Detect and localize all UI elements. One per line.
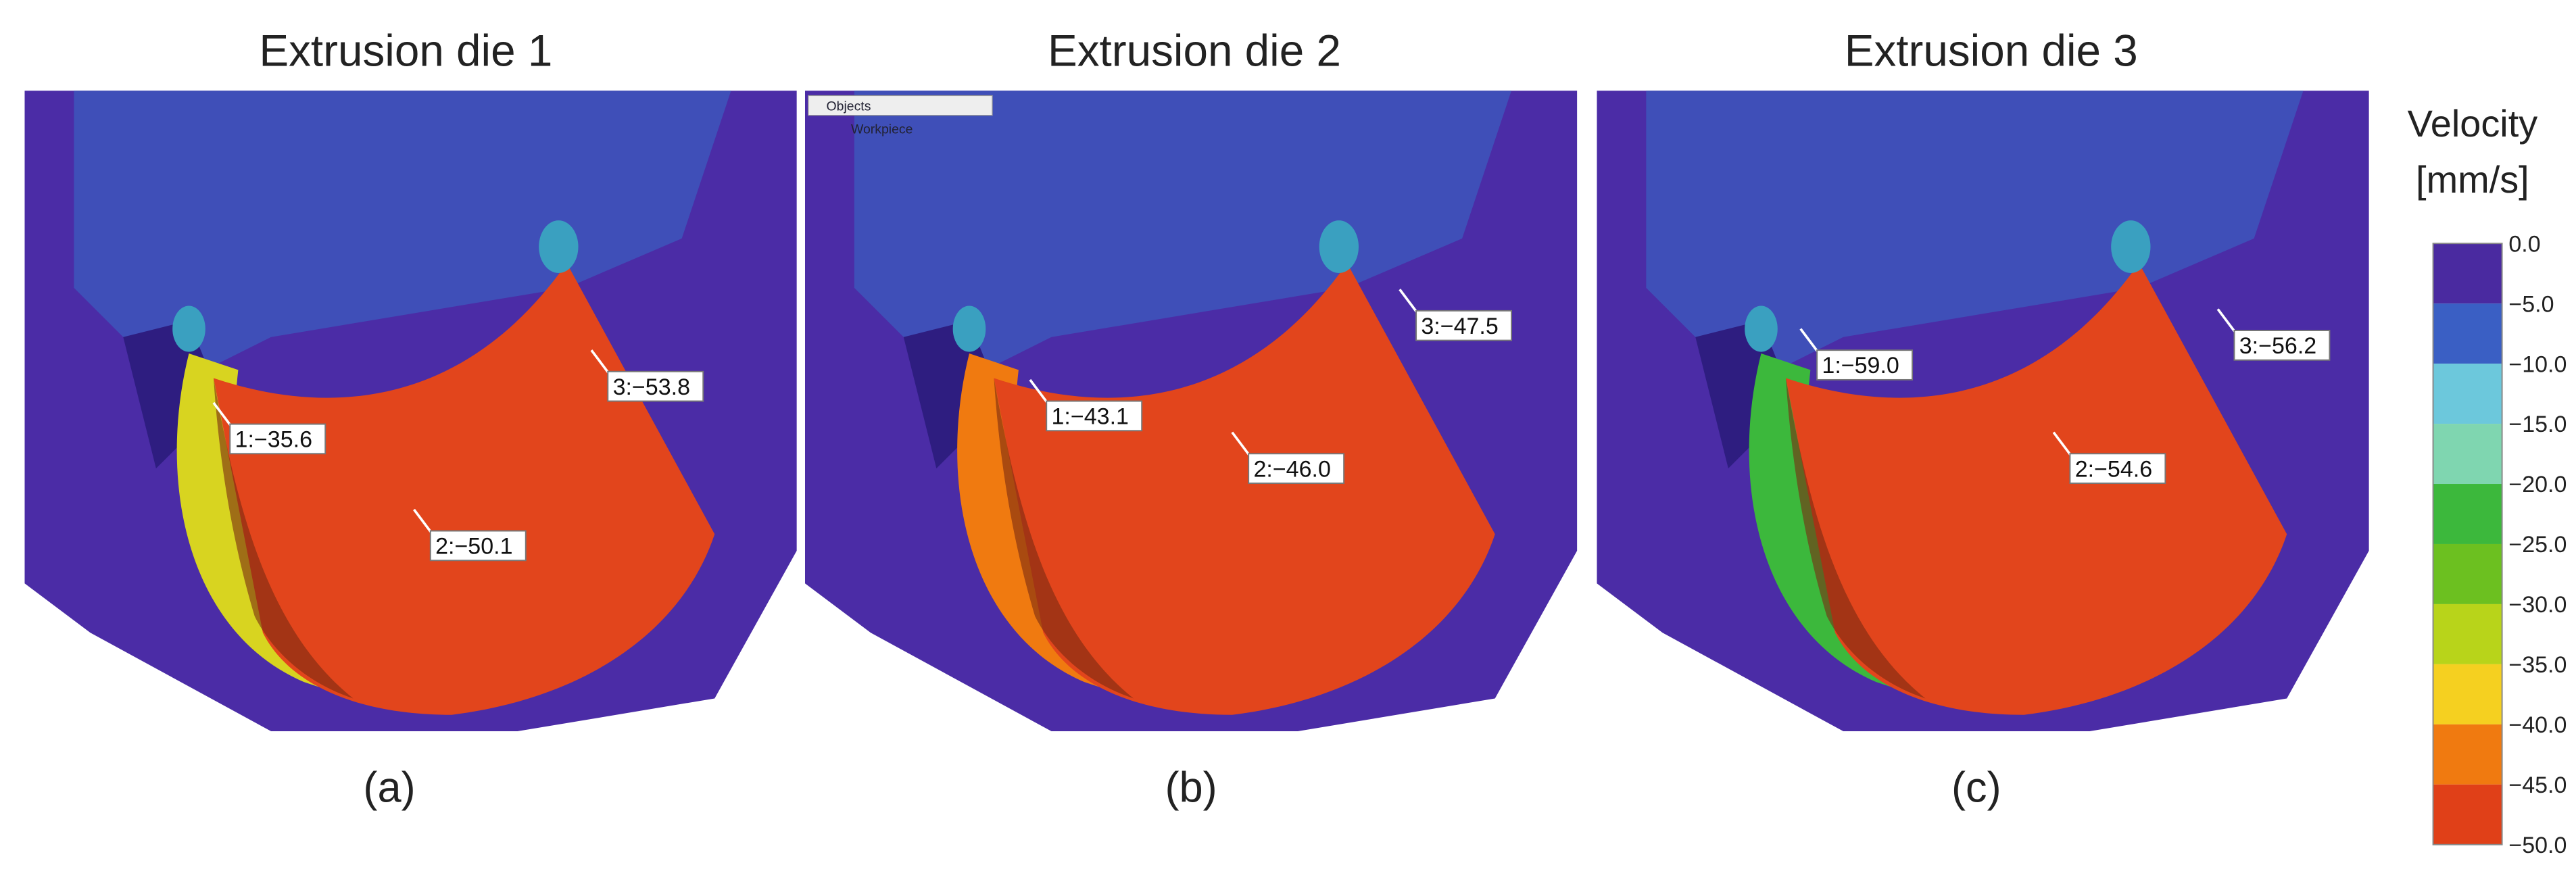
- point-label: 3:−53.8: [613, 374, 690, 400]
- panel-title: Extrusion die 3: [1845, 26, 2138, 76]
- objects-tree-title: Objects: [827, 99, 871, 114]
- colorbar-segment: [2433, 243, 2502, 304]
- colorbar: Velocity [mm/s] 0.0 −5.0 −10.0 −15.0 −20.0 −2…: [2408, 102, 2567, 858]
- colorbar-segment: [2433, 543, 2502, 604]
- hot-spot: [2111, 220, 2151, 273]
- panel-title: Extrusion die 1: [259, 26, 552, 76]
- point-label-box: [1816, 349, 1914, 380]
- panel: Extrusion die 2 (b) 1:−43.1 2:−46.0 3:−47.5: [804, 26, 1578, 812]
- point-label: 1:−43.1: [1052, 404, 1129, 430]
- workpiece-shade: [994, 378, 1134, 699]
- colorbar-segment: [2433, 724, 2502, 785]
- simulation-image: [804, 91, 1578, 732]
- objects-tree-item: Workpiece: [851, 122, 913, 137]
- point-label-box: [607, 370, 704, 402]
- colorbar-label: −45.0: [2508, 772, 2567, 798]
- colorbar-label: −30.0: [2508, 592, 2567, 618]
- colorbar-segment: [2433, 364, 2502, 424]
- shapes: [24, 91, 797, 732]
- workpiece-shade: [213, 378, 354, 699]
- point-label-box: [229, 423, 326, 455]
- colorbar-segment: [2433, 484, 2502, 544]
- panel-caption: (c): [1951, 764, 2001, 812]
- panel-title: Extrusion die 2: [1048, 26, 1341, 76]
- panel: Extrusion die 3 (c) 1:−59.0 2:−54.6 3:−56.2: [1597, 26, 2369, 812]
- point-label: 1:−35.6: [235, 427, 312, 453]
- hot-spot: [539, 220, 579, 273]
- point-label: 2:−54.6: [2075, 456, 2152, 482]
- die-top: [854, 91, 1512, 387]
- colorbar-label: −40.0: [2508, 712, 2567, 738]
- colorbar-segment: [2433, 604, 2502, 664]
- panel-caption: (b): [1165, 764, 1217, 812]
- point-label-box: [1046, 400, 1143, 432]
- colorbar-label: −25.0: [2508, 532, 2567, 558]
- colorbar-label: −10.0: [2508, 351, 2567, 377]
- colorbar-label: 0.0: [2508, 231, 2540, 257]
- point-label-box: [429, 530, 527, 562]
- hot-spot: [1319, 220, 1359, 273]
- panels: Extrusion die 1(a)1:−35.62:−50.13:−53.8E…: [24, 26, 2369, 812]
- colorbar-segment: [2433, 424, 2502, 485]
- die-top: [1646, 91, 2304, 387]
- simulation-image: [1597, 91, 2369, 732]
- colorbar-segment: [2433, 784, 2502, 845]
- hot-spot: [172, 305, 205, 352]
- workpiece: [994, 263, 1495, 715]
- colorbar-label: −20.0: [2508, 472, 2567, 497]
- objects-tree-header: [808, 95, 993, 116]
- colorbar-label: −35.0: [2508, 652, 2567, 678]
- die-top: [74, 91, 731, 387]
- panel: Extrusion die 1 (a) 1:−35.6 2:−50.1 3:−53.8: [24, 26, 797, 812]
- point-label-box: [2233, 330, 2331, 361]
- colorbar-frame: [2432, 243, 2503, 845]
- workpiece-shade: [1785, 378, 1926, 699]
- hot-spot: [952, 305, 986, 352]
- shapes: [1597, 91, 2369, 732]
- colorbar-label: −5.0: [2508, 291, 2554, 317]
- colorbar-segment: [2433, 664, 2502, 724]
- panel-caption: (a): [363, 764, 415, 812]
- hot-spot: [1745, 305, 1778, 352]
- point-label-box: [2069, 453, 2166, 485]
- point-label-box: [1248, 453, 1345, 485]
- colorbar-label: −15.0: [2508, 412, 2567, 437]
- colorbar-title: [mm/s]: [2416, 158, 2529, 201]
- colorbar-label: −50.0: [2508, 833, 2567, 858]
- workpiece: [213, 263, 715, 715]
- simulation-image: [24, 91, 797, 732]
- point-label: 3:−47.5: [1421, 314, 1498, 339]
- shapes: [804, 91, 1578, 732]
- workpiece: [1785, 263, 2287, 715]
- point-label-box: [1415, 310, 1513, 341]
- point-label: 1:−59.0: [1822, 353, 1899, 378]
- point-label: 3:−56.2: [2239, 333, 2316, 359]
- point-label: 2:−46.0: [1253, 456, 1330, 482]
- colorbar-segment: [2433, 303, 2502, 364]
- point-label: 2:−50.1: [435, 534, 512, 560]
- colorbar-title: Velocity: [2408, 102, 2538, 145]
